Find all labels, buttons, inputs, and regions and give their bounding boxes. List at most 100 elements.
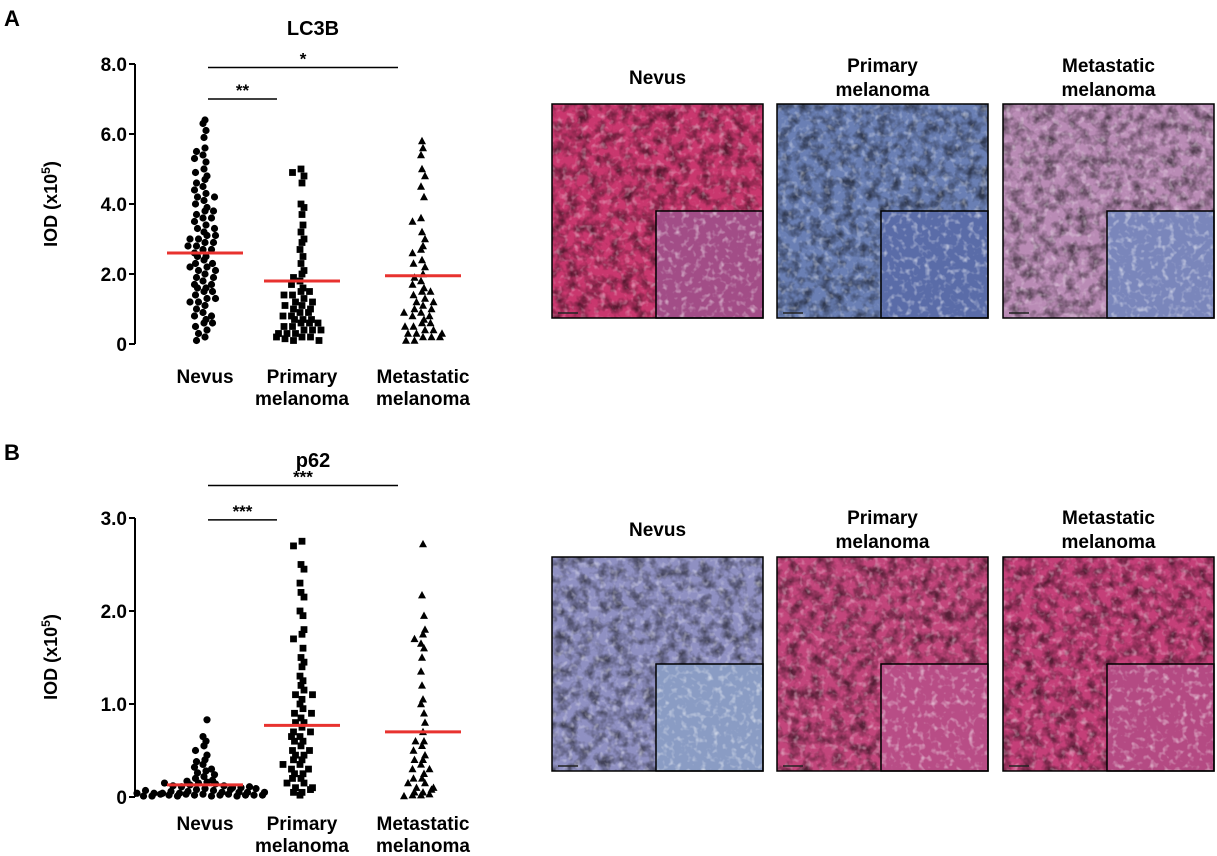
- data-point: [193, 193, 202, 201]
- data-point: [199, 308, 207, 317]
- data-point: [410, 755, 419, 763]
- data-point: [133, 789, 141, 797]
- data-point: [417, 182, 425, 190]
- data-point: [191, 746, 200, 755]
- micrograph-label: Primary melanoma: [836, 508, 930, 553]
- data-point: [404, 778, 412, 787]
- data-point: [281, 335, 289, 343]
- data-point: [202, 158, 210, 166]
- data-point: [186, 263, 194, 271]
- data-point: [203, 716, 211, 724]
- data-point: [417, 667, 425, 675]
- data-point: [289, 775, 296, 782]
- data-point: [290, 756, 297, 764]
- data-point: [408, 790, 417, 799]
- significance-label: **: [236, 81, 250, 100]
- micrograph-image: [1002, 103, 1215, 319]
- data-point: [418, 774, 426, 782]
- data-point: [299, 677, 307, 685]
- data-point: [418, 590, 426, 599]
- data-point: [209, 207, 218, 215]
- data-point: [425, 311, 434, 320]
- data-point: [409, 746, 418, 754]
- data-point: [207, 312, 216, 320]
- data-point: [402, 336, 410, 344]
- data-point: [252, 785, 260, 793]
- data-point: [290, 542, 297, 550]
- micrograph-label: Metastatic melanoma: [1062, 56, 1156, 101]
- data-point: [299, 770, 307, 778]
- data-point: [429, 325, 438, 334]
- data-point: [190, 186, 199, 194]
- data-point: [190, 763, 199, 771]
- y-tick-label: 4.0: [101, 195, 127, 216]
- data-point: [192, 273, 201, 282]
- data-point: [296, 733, 304, 740]
- data-point: [298, 179, 306, 187]
- data-point: [281, 302, 289, 309]
- data-point: [410, 336, 419, 344]
- data-point: [299, 284, 307, 292]
- data-point: [317, 326, 325, 334]
- data-point: [309, 298, 316, 306]
- data-point: [292, 719, 299, 726]
- data-point: [298, 695, 306, 703]
- data-point: [296, 791, 304, 799]
- data-point: [191, 259, 200, 268]
- data-point: [298, 630, 306, 638]
- data-point: [289, 323, 296, 330]
- data-point: [409, 259, 418, 267]
- data-point: [298, 723, 306, 731]
- data-point: [202, 126, 210, 135]
- data-point: [307, 333, 314, 341]
- data-point: [298, 239, 306, 246]
- data-point: [299, 644, 307, 652]
- data-point: [199, 119, 207, 128]
- x-tick-label: Metastatic melanoma: [376, 814, 470, 856]
- data-point: [224, 790, 233, 798]
- data-point: [408, 311, 417, 320]
- data-point: [289, 291, 296, 299]
- micrograph-label: Metastatic melanoma: [1062, 508, 1156, 553]
- data-point: [315, 337, 323, 344]
- data-point: [307, 305, 314, 313]
- data-point: [203, 326, 211, 334]
- data-point: [299, 612, 307, 620]
- data-point: [421, 325, 429, 334]
- data-point: [306, 747, 313, 754]
- data-point: [279, 761, 287, 768]
- data-point: [209, 786, 218, 795]
- y-tick-label: 0: [116, 335, 127, 356]
- data-point: [290, 728, 297, 736]
- data-point: [201, 238, 209, 247]
- x-tick-labels: Nevus Primary melanoma Metastatic melanoma: [176, 367, 470, 410]
- data-point: [193, 769, 202, 777]
- data-point: [300, 779, 308, 787]
- x-tick-labels: Nevus Primary melanoma Metastatic melanoma: [176, 814, 470, 856]
- data-point: [292, 298, 299, 306]
- data-point: [211, 231, 220, 240]
- data-point: [400, 791, 408, 800]
- data-point: [291, 770, 298, 778]
- data-point: [280, 291, 288, 299]
- data-point: [419, 332, 427, 341]
- data-point: [417, 760, 425, 768]
- data-point: [200, 133, 208, 142]
- data-point: [421, 234, 429, 243]
- data-point: [296, 607, 304, 615]
- data-point: [192, 210, 201, 219]
- data-point: [283, 330, 291, 337]
- data-point: [299, 705, 307, 713]
- data-point: [288, 733, 295, 740]
- data-point: [401, 322, 409, 330]
- data-point: [300, 235, 308, 243]
- y-ticks: 0 2.0 4.0 6.0 8.0: [101, 55, 135, 356]
- data-point: [290, 635, 297, 643]
- data-point: [418, 741, 426, 750]
- micrograph-frame: [776, 103, 989, 319]
- data-point: [298, 537, 306, 545]
- micrograph-label: Primary melanoma: [836, 56, 930, 101]
- significance-label: ***: [293, 467, 313, 486]
- chart-lc3b: LC3B IOD (x105) 02.04.06.08.0 *** Nevus P…: [39, 18, 470, 410]
- data-point: [199, 214, 207, 222]
